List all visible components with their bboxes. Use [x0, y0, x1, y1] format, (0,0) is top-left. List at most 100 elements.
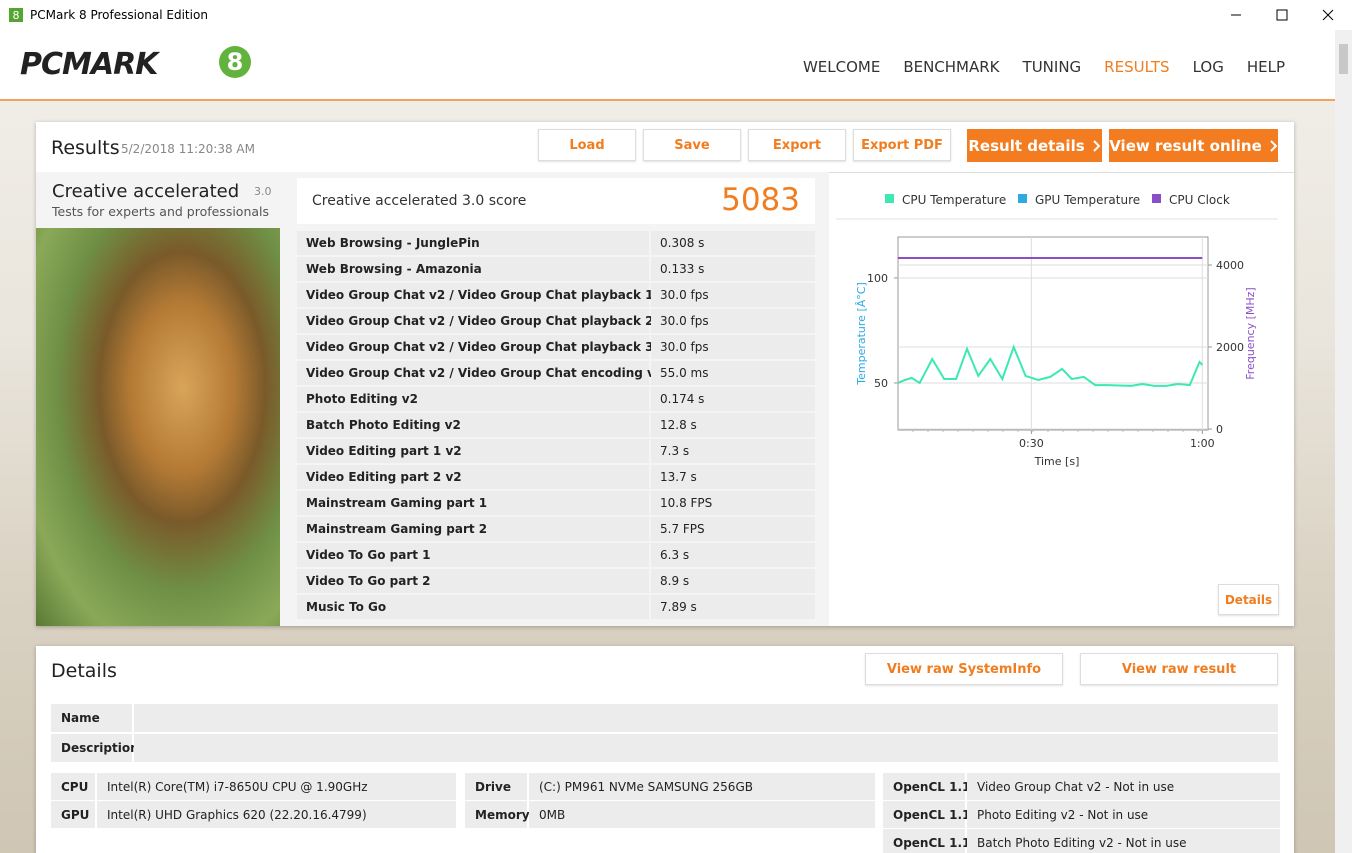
test-result: 0.133 s	[651, 257, 815, 281]
test-name: Video Group Chat v2 / Video Group Chat e…	[297, 361, 663, 385]
nav-item[interactable]: BENCHMARK	[903, 58, 1000, 76]
chart: CPU Temperature GPU Temperature CPU Clock 5…	[836, 193, 1278, 468]
test-result: 30.0 fps	[651, 309, 815, 333]
score-label: Creative accelerated 3.0 score	[312, 193, 527, 209]
opencl-value: Photo Editing v2 - Not in use	[967, 801, 1280, 828]
benchmark-description: Tests for experts and professionals	[52, 204, 270, 219]
test-result: 6.3 s	[651, 543, 815, 567]
logo-badge: 8	[219, 46, 251, 78]
test-name: Music To Go	[297, 595, 649, 619]
system-value: Intel(R) UHD Graphics 620 (22.20.16.4799…	[97, 801, 456, 828]
test-result: 30.0 fps	[651, 335, 815, 359]
window-title: PCMark 8 Professional Edition	[30, 8, 208, 22]
score-value: 5083	[721, 182, 800, 218]
benchmark-version: 3.0	[254, 185, 272, 198]
chevron	[1092, 139, 1101, 152]
test-result: 7.89 s	[651, 595, 815, 619]
logo: PCMARK	[20, 47, 158, 82]
opencl-value: Video Group Chat v2 - Not in use	[967, 773, 1280, 800]
results-date: 5/2/2018 11:20:38 AM	[121, 142, 255, 156]
benchmark-image	[36, 228, 280, 626]
nav-item[interactable]: WELCOME	[802, 58, 881, 76]
storage-value: 0MB	[529, 801, 875, 828]
test-result: 12.8 s	[651, 413, 815, 437]
test-name: Video Group Chat v2 / Video Group Chat p…	[297, 283, 674, 307]
y2-tick-label: 4000	[1216, 259, 1244, 272]
storage-label: Memory	[465, 801, 530, 828]
test-result: 30.0 fps	[651, 283, 815, 307]
nav-item[interactable]: HELP	[1246, 58, 1285, 76]
storage-label: Drive	[465, 773, 527, 800]
y-tick-label: 50	[874, 377, 888, 390]
test-result: 55.0 ms	[651, 361, 815, 385]
test-name: Video To Go part 1	[297, 543, 649, 567]
x-tick-label: 0:30	[1019, 437, 1044, 450]
y2-tick-label: 0	[1216, 423, 1223, 436]
y-tick-label: 100	[867, 272, 888, 285]
details-action[interactable]: View raw SystemInfo	[865, 653, 1063, 685]
test-name: Batch Photo Editing v2	[297, 413, 649, 437]
details-title: Details	[51, 660, 117, 682]
legend-label: CPU Temperature	[902, 193, 1006, 207]
test-result: 0.174 s	[651, 387, 815, 411]
opencl-label: OpenCL 1.1	[883, 829, 970, 853]
legend-swatch	[1018, 194, 1027, 203]
x-tick-label: 1:00	[1190, 437, 1215, 450]
x-axis-label: Time [s]	[1034, 455, 1080, 468]
test-result: 7.3 s	[651, 439, 815, 463]
test-name: Mainstream Gaming part 2	[297, 517, 649, 541]
primary-button[interactable]: Result details	[967, 129, 1102, 162]
test-name: Web Browsing - Amazonia	[297, 257, 649, 281]
nav-item[interactable]: TUNING	[1022, 58, 1082, 76]
test-result: 0.308 s	[651, 231, 815, 255]
primary-button[interactable]: View result online	[1109, 129, 1278, 162]
system-label: GPU	[51, 801, 95, 828]
test-result: 10.8 FPS	[651, 491, 815, 515]
button-label: View result online	[1109, 136, 1262, 155]
opencl-label: OpenCL 1.1	[883, 773, 970, 800]
app-icon: 8	[9, 8, 23, 22]
info-value	[134, 704, 1278, 732]
series-line	[897, 344, 1204, 387]
score-box	[297, 178, 815, 224]
opencl-label: OpenCL 1.1	[883, 801, 970, 828]
test-name: Video Group Chat v2 / Video Group Chat p…	[297, 309, 674, 333]
test-name: Video To Go part 2	[297, 569, 649, 593]
test-name: Video Editing part 1 v2	[297, 439, 649, 463]
toolbar-button[interactable]: Save	[643, 129, 741, 161]
test-result: 8.9 s	[651, 569, 815, 593]
chevron	[1270, 139, 1278, 152]
toolbar-button[interactable]: Load	[538, 129, 636, 161]
header: PCMARK 8 WELCOME BENCHMARK TUNING RESULTS LO…	[0, 30, 1335, 101]
info-label: Name	[51, 704, 132, 732]
results-title: Results	[51, 137, 120, 159]
details-button[interactable]: Details	[1218, 584, 1279, 615]
button-label: Result details	[968, 136, 1085, 155]
scrollbar[interactable]	[1335, 30, 1352, 853]
plot-area	[897, 236, 1209, 431]
y2-axis-label: Frequency [MHz]	[1244, 287, 1257, 379]
legend-label: GPU Temperature	[1035, 193, 1140, 207]
svg-text:8: 8	[13, 9, 20, 22]
nav: WELCOME BENCHMARK TUNING RESULTS LOG HELP	[803, 58, 1285, 76]
nav-item[interactable]: LOG	[1192, 58, 1224, 76]
test-name: Video Editing part 2 v2	[297, 465, 649, 489]
nav-item[interactable]: RESULTS	[1104, 58, 1170, 76]
opencl-value: Batch Photo Editing v2 - Not in use	[967, 829, 1280, 853]
legend-swatch	[1152, 194, 1161, 203]
system-label: CPU	[51, 773, 95, 800]
test-name: Mainstream Gaming part 1	[297, 491, 649, 515]
legend-label: CPU Clock	[1169, 193, 1230, 207]
title-bar: 8 PCMark 8 Professional Edition	[0, 0, 1352, 30]
toolbar-button[interactable]: Export PDF	[853, 129, 951, 161]
test-name: Web Browsing - JunglePin	[297, 231, 649, 255]
window-controls[interactable]	[1220, 0, 1352, 30]
test-name: Video Group Chat v2 / Video Group Chat p…	[297, 335, 674, 359]
benchmark-name: Creative accelerated	[52, 181, 240, 202]
details-action[interactable]: View raw result	[1080, 653, 1278, 685]
system-value: Intel(R) Core(TM) i7-8650U CPU @ 1.90GHz	[97, 773, 456, 800]
y-axis-label: Temperature [Â°C]	[855, 282, 868, 385]
test-result: 5.7 FPS	[651, 517, 815, 541]
toolbar-button[interactable]: Export	[748, 129, 846, 161]
